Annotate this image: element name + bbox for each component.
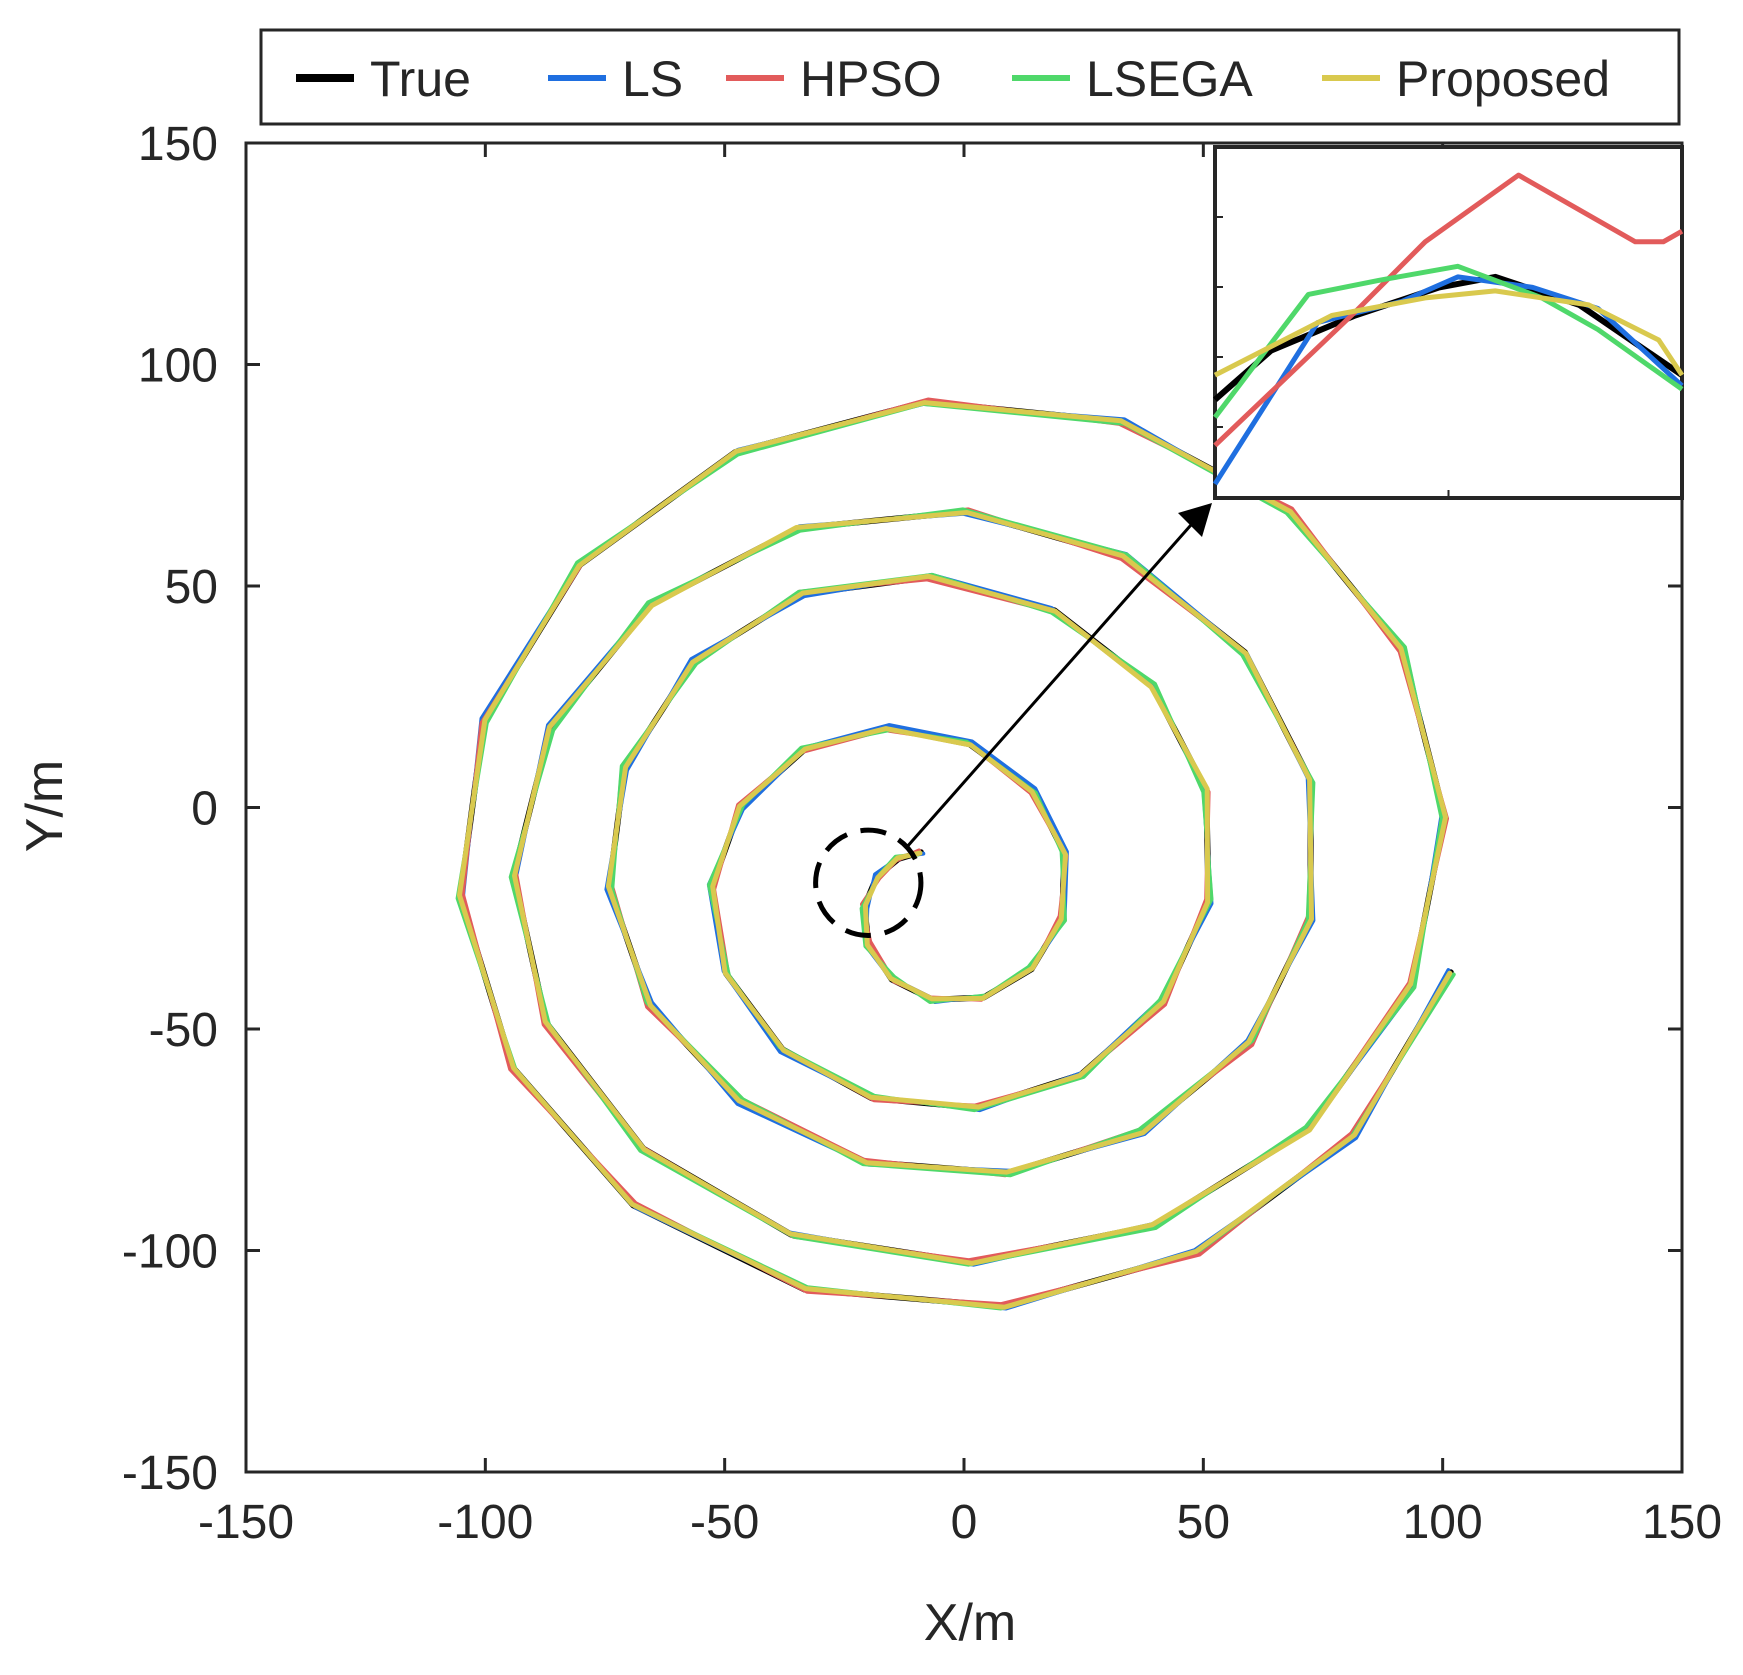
y-tick-label: -50 xyxy=(149,1004,218,1057)
series-layer xyxy=(455,397,1456,1311)
series-line-proposed xyxy=(457,400,1453,1310)
y-tick-label: -150 xyxy=(122,1447,218,1500)
x-tick-label: 100 xyxy=(1403,1496,1483,1549)
legend-box xyxy=(259,28,1681,126)
y-tick-label: -100 xyxy=(122,1226,218,1279)
x-axis-label: X/m xyxy=(924,1594,1016,1652)
y-tick-label: 0 xyxy=(191,783,218,836)
x-tick-label: -150 xyxy=(198,1496,294,1549)
x-tick-label: 0 xyxy=(951,1496,978,1549)
zoom-arrow-head xyxy=(1178,503,1212,537)
y-tick-label: 50 xyxy=(165,561,218,614)
zoom-circle xyxy=(813,827,924,938)
annotation-layer xyxy=(813,503,1212,938)
x-tick-label: -50 xyxy=(690,1496,759,1549)
inset-line-lsega xyxy=(1213,263,1684,419)
y-tick-label: 150 xyxy=(138,118,218,171)
x-tick-label: 50 xyxy=(1177,1496,1230,1549)
inset xyxy=(1212,145,1685,500)
legend-label-ls: LS xyxy=(622,51,683,107)
y-axis-label: Y/m xyxy=(16,760,74,852)
legend-label-hpso: HPSO xyxy=(800,51,942,107)
zoom-arrow-line xyxy=(906,516,1200,847)
legend-label-lsega: LSEGA xyxy=(1086,51,1253,107)
x-tick-label: -100 xyxy=(437,1496,533,1549)
legend-label-true: True xyxy=(370,51,471,107)
legend: True LS HPSO LSEGA Proposed xyxy=(259,28,1681,126)
y-tick-label: 100 xyxy=(138,340,218,393)
x-tick-label: 150 xyxy=(1642,1496,1722,1549)
inset-line-proposed xyxy=(1213,288,1685,378)
legend-label-proposed: Proposed xyxy=(1396,51,1610,107)
axes: -150 -100 -50 0 50 100 150 -150 -100 -50 0 50 100 150 xyxy=(122,118,1722,1549)
